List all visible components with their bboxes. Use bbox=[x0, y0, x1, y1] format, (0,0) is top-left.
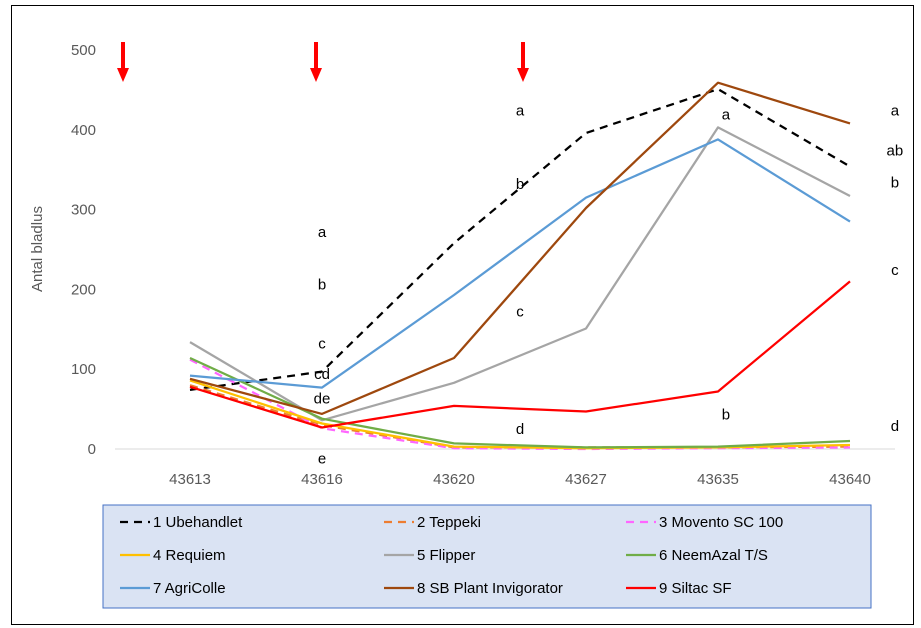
legend-label: 5 Flipper bbox=[417, 547, 475, 564]
significance-letter: d bbox=[891, 418, 899, 435]
significance-letter: de bbox=[314, 391, 331, 408]
y-tick-label: 0 bbox=[88, 441, 96, 458]
x-tick-label: 43635 bbox=[697, 471, 739, 488]
significance-letter: d bbox=[516, 421, 524, 438]
significance-letter: b bbox=[318, 277, 326, 294]
legend-label: 9 Siltac SF bbox=[659, 580, 732, 597]
x-tick-label: 43640 bbox=[829, 471, 871, 488]
significance-letter: b bbox=[722, 407, 730, 424]
legend-label: 8 SB Plant Invigorator bbox=[417, 580, 563, 597]
x-axis-ticks: 43613 43616 43620 43627 43635 43640 bbox=[169, 471, 871, 488]
y-axis-ticks: 0 100 200 300 400 500 bbox=[71, 42, 96, 458]
series-line bbox=[189, 379, 851, 450]
legend-item: 8 SB Plant Invigorator bbox=[384, 580, 563, 597]
x-tick-label: 43620 bbox=[433, 471, 475, 488]
legend-label: 1 Ubehandlet bbox=[153, 514, 243, 531]
significance-letter: c bbox=[891, 262, 899, 279]
significance-letter: b bbox=[891, 174, 899, 191]
y-tick-label: 100 bbox=[71, 361, 96, 378]
significance-letter: c bbox=[318, 336, 326, 353]
legend-label: 2 Teppeki bbox=[417, 514, 481, 531]
series-lines bbox=[189, 81, 851, 451]
legend-item: 1 Ubehandlet bbox=[120, 514, 243, 531]
y-axis-label: Antal bladlus bbox=[29, 206, 46, 292]
application-arrows bbox=[117, 42, 529, 82]
series-line bbox=[189, 138, 851, 389]
legend-box bbox=[102, 504, 872, 609]
legend-item: 3 Movento SC 100 bbox=[626, 514, 783, 531]
legend-item: 9 Siltac SF bbox=[626, 580, 732, 597]
significance-letter: a bbox=[516, 103, 525, 120]
legend-label: 6 NeemAzal T/S bbox=[659, 547, 768, 564]
significance-letter: a bbox=[722, 107, 731, 124]
y-tick-label: 200 bbox=[71, 281, 96, 298]
legend: 1 Ubehandlet 2 Teppeki 3 Movento SC 100 4 R… bbox=[102, 504, 872, 609]
x-tick-label: 43613 bbox=[169, 471, 211, 488]
legend-item: 6 NeemAzal T/S bbox=[626, 547, 768, 564]
legend-label: 7 AgriColle bbox=[153, 580, 226, 597]
significance-letter: a bbox=[891, 103, 900, 120]
significance-letter: cd bbox=[314, 366, 330, 383]
series-line bbox=[189, 87, 851, 392]
application-arrow bbox=[117, 42, 129, 82]
significance-letter: b bbox=[516, 176, 524, 193]
series-line bbox=[189, 280, 851, 429]
application-arrow bbox=[517, 42, 529, 82]
y-tick-label: 500 bbox=[71, 42, 96, 59]
legend-label: 3 Movento SC 100 bbox=[659, 514, 783, 531]
significance-letter: e bbox=[318, 451, 326, 468]
application-arrow bbox=[310, 42, 322, 82]
x-tick-label: 43627 bbox=[565, 471, 607, 488]
significance-letter: ab bbox=[887, 143, 904, 160]
x-tick-label: 43616 bbox=[301, 471, 343, 488]
legend-item: 2 Teppeki bbox=[384, 514, 481, 531]
significance-letter: a bbox=[318, 224, 327, 241]
legend-item: 5 Flipper bbox=[384, 547, 475, 564]
legend-label: 4 Requiem bbox=[153, 547, 226, 564]
chart-frame bbox=[11, 5, 914, 625]
legend-item: 7 AgriColle bbox=[120, 580, 226, 597]
legend-item: 4 Requiem bbox=[120, 547, 226, 564]
y-tick-label: 300 bbox=[71, 202, 96, 219]
significance-letter: c bbox=[516, 304, 524, 321]
series-line bbox=[189, 81, 851, 416]
y-tick-label: 400 bbox=[71, 122, 96, 139]
